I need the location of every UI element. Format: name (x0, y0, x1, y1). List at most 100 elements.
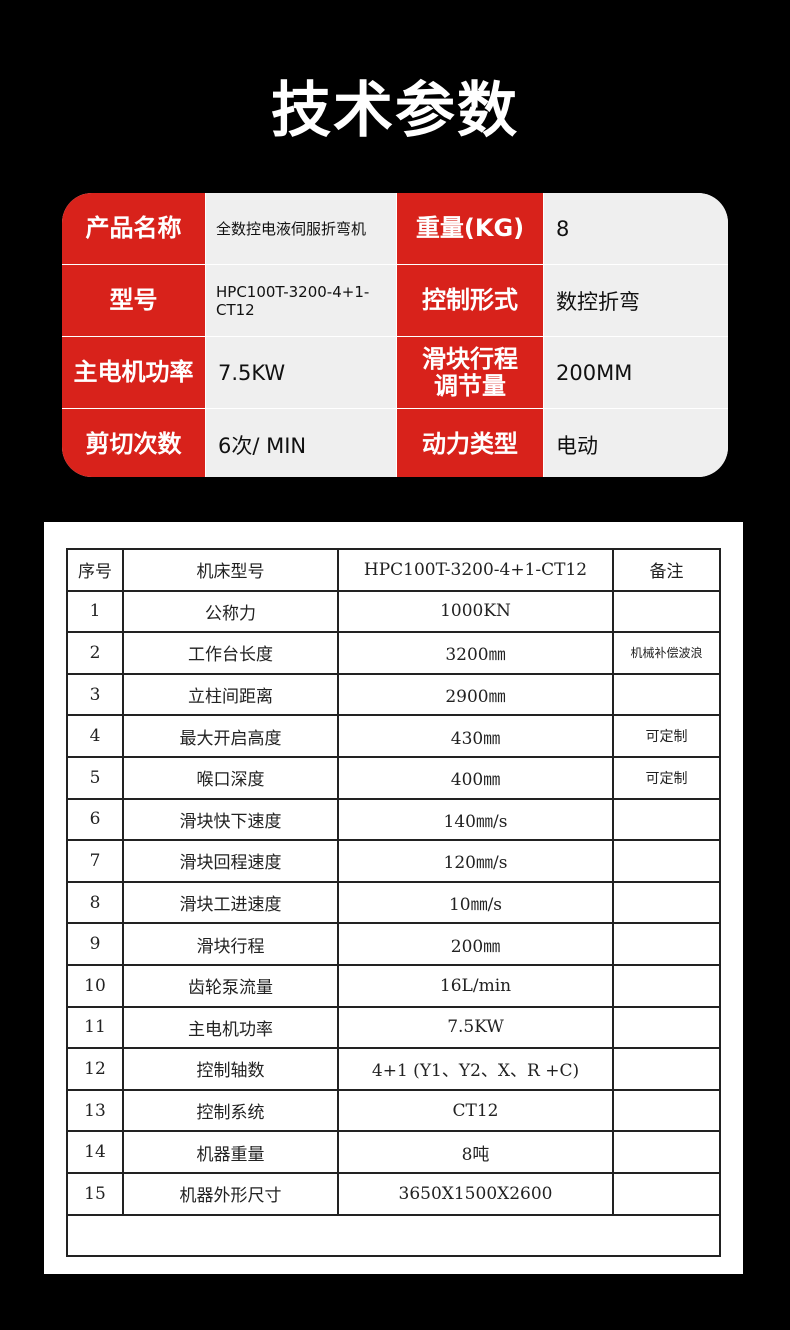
table-cell: 7 (66, 839, 124, 883)
table-row: 7 滑块回程速度 120㎜/s (66, 839, 721, 883)
table-cell: 控制系统 (122, 1088, 339, 1133)
table-cell: 140㎜/s (337, 797, 614, 842)
table-cell (612, 672, 721, 717)
table-cell: 13 (66, 1088, 124, 1133)
table-row: 4 最大开启高度 430㎜ 可定制 (66, 714, 721, 758)
table-cell (612, 880, 721, 925)
table-row: 11 主电机功率 7.5KW (66, 1005, 721, 1050)
spec-label: 剪切次数 (62, 409, 205, 477)
spec-value: 电动 (544, 409, 728, 477)
table-cell (612, 839, 721, 883)
table-cell: 9 (66, 922, 124, 966)
spec-label: 主电机功率 (62, 337, 205, 408)
table-cell (612, 1171, 721, 1216)
table-cell: 最大开启高度 (122, 714, 339, 758)
table-row: 9 滑块行程 200㎜ (66, 922, 721, 966)
table-cell (612, 1005, 721, 1050)
spec-label: 滑块行程调节量 (397, 337, 543, 408)
spec-label: 重量(KG) (397, 193, 543, 264)
table-header-row: 序号 机床型号 HPC100T-3200-4+1-CT12 备注 (66, 548, 721, 592)
spec-label: 产品名称 (62, 193, 205, 264)
table-cell: 3650X1500X2600 (337, 1171, 614, 1216)
table-cell: 齿轮泵流量 (122, 963, 339, 1008)
table-cell: 10㎜/s (337, 880, 614, 925)
table-cell: 工作台长度 (122, 631, 339, 675)
empty-row (66, 1213, 721, 1258)
header-cell: 机床型号 (122, 548, 339, 592)
table-cell: 机器重量 (122, 1130, 339, 1174)
table-cell: 430㎜ (337, 714, 614, 758)
table-cell (612, 797, 721, 842)
spec-value: HPC100T-3200-4+1-CT12 (206, 265, 396, 336)
table-cell: 1 (66, 589, 124, 634)
table-cell: 3200㎜ (337, 631, 614, 675)
table-cell: 8吨 (337, 1130, 614, 1174)
spec-value: 8 (544, 193, 728, 264)
table-cell: 滑块快下速度 (122, 797, 339, 842)
parameter-sheet: 序号 机床型号 HPC100T-3200-4+1-CT12 备注 1 公称力 100… (44, 522, 743, 1274)
spec-value: 全数控电液伺服折弯机 (206, 193, 396, 264)
empty-cell (66, 1213, 721, 1258)
header-cell: 备注 (612, 548, 721, 592)
table-cell: 4+1 (Y1、Y2、X、R +C) (337, 1047, 614, 1091)
table-cell: 可定制 (612, 755, 721, 800)
table-cell: 可定制 (612, 714, 721, 758)
table-cell: 3 (66, 672, 124, 717)
table-cell: 机械补偿波浪 (612, 631, 721, 675)
table-cell: 2900㎜ (337, 672, 614, 717)
table-cell: 控制轴数 (122, 1047, 339, 1091)
table-cell: 主电机功率 (122, 1005, 339, 1050)
table-cell: 1000KN (337, 589, 614, 634)
table-cell (612, 1088, 721, 1133)
table-row: 3 立柱间距离 2900㎜ (66, 672, 721, 717)
table-cell: 5 (66, 755, 124, 800)
table-cell: 10 (66, 963, 124, 1008)
table-cell: 120㎜/s (337, 839, 614, 883)
table-cell: 喉口深度 (122, 755, 339, 800)
table-cell (612, 589, 721, 634)
spec-value: 6次/ MIN (206, 409, 396, 477)
table-cell (612, 922, 721, 966)
table-row: 2 工作台长度 3200㎜ 机械补偿波浪 (66, 631, 721, 675)
spec-label: 动力类型 (397, 409, 543, 477)
table-cell: 12 (66, 1047, 124, 1091)
table-cell (612, 963, 721, 1008)
table-cell: 滑块回程速度 (122, 839, 339, 883)
table-cell (612, 1130, 721, 1174)
spec-value: 200MM (544, 337, 728, 408)
parameter-table: 序号 机床型号 HPC100T-3200-4+1-CT12 备注 1 公称力 100… (66, 548, 721, 1258)
table-cell: 6 (66, 797, 124, 842)
table-cell: CT12 (337, 1088, 614, 1133)
table-cell: 14 (66, 1130, 124, 1174)
table-row: 1 公称力 1000KN (66, 589, 721, 634)
table-cell (612, 1047, 721, 1091)
table-cell: 11 (66, 1005, 124, 1050)
table-cell: 2 (66, 631, 124, 675)
table-row: 8 滑块工进速度 10㎜/s (66, 880, 721, 925)
table-row: 13 控制系统 CT12 (66, 1088, 721, 1133)
table-cell: 滑块工进速度 (122, 880, 339, 925)
table-cell: 4 (66, 714, 124, 758)
table-cell: 200㎜ (337, 922, 614, 966)
table-cell: 7.5KW (337, 1005, 614, 1050)
table-row: 5 喉口深度 400㎜ 可定制 (66, 755, 721, 800)
table-cell: 16L/min (337, 963, 614, 1008)
spec-value: 数控折弯 (544, 265, 728, 336)
table-cell: 立柱间距离 (122, 672, 339, 717)
table-row: 10 齿轮泵流量 16L/min (66, 963, 721, 1008)
header-cell: 序号 (66, 548, 124, 592)
table-cell: 公称力 (122, 589, 339, 634)
table-row: 15 机器外形尺寸 3650X1500X2600 (66, 1171, 721, 1216)
spec-value: 7.5KW (206, 337, 396, 408)
table-row: 12 控制轴数 4+1 (Y1、Y2、X、R +C) (66, 1047, 721, 1091)
table-row: 14 机器重量 8吨 (66, 1130, 721, 1174)
table-row: 6 滑块快下速度 140㎜/s (66, 797, 721, 842)
table-cell: 8 (66, 880, 124, 925)
header-cell: HPC100T-3200-4+1-CT12 (337, 548, 614, 592)
spec-label: 型号 (62, 265, 205, 336)
table-cell: 滑块行程 (122, 922, 339, 966)
table-cell: 400㎜ (337, 755, 614, 800)
spec-label: 控制形式 (397, 265, 543, 336)
spec-summary-table: 产品名称 全数控电液伺服折弯机 重量(KG) 8 型号 HPC100T-3200-4+1-… (62, 193, 728, 477)
page-title: 技术参数 (271, 76, 519, 146)
